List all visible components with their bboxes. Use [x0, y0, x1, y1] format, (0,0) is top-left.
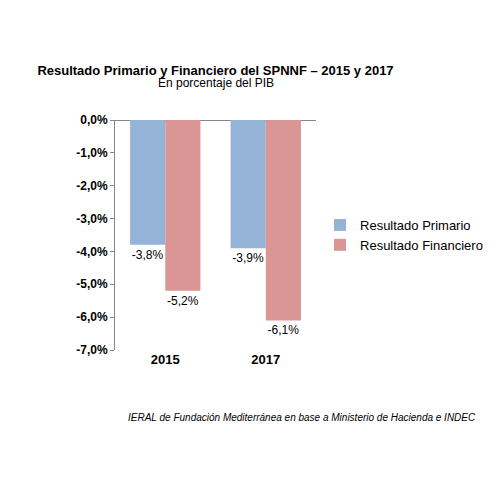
svg-text:-3,9%: -3,9%: [232, 251, 264, 265]
svg-text:-6,0%: -6,0%: [76, 310, 108, 324]
svg-text:-3,0%: -3,0%: [76, 212, 108, 226]
svg-text:2015: 2015: [151, 352, 180, 367]
svg-text:En porcentaje del PIB: En porcentaje del PIB: [158, 76, 274, 90]
svg-text:-6,1%: -6,1%: [268, 323, 300, 337]
svg-text:Resultado Primario: Resultado Primario: [360, 218, 471, 233]
svg-text:Resultado Financiero: Resultado Financiero: [360, 238, 483, 253]
svg-text:2017: 2017: [251, 352, 280, 367]
svg-text:IERAL de Fundación Mediterráne: IERAL de Fundación Mediterránea en base …: [128, 412, 476, 423]
svg-text:0,0%: 0,0%: [80, 113, 108, 127]
svg-text:-4,0%: -4,0%: [76, 245, 108, 259]
svg-text:-1,0%: -1,0%: [76, 146, 108, 160]
svg-text:Resultado Primario y Financier: Resultado Primario y Financiero del SPNN…: [37, 63, 393, 78]
svg-text:-3,8%: -3,8%: [132, 248, 164, 262]
svg-text:-7,0%: -7,0%: [76, 343, 108, 357]
svg-text:-5,0%: -5,0%: [76, 277, 108, 291]
svg-text:-5,2%: -5,2%: [167, 294, 199, 308]
svg-text:-2,0%: -2,0%: [76, 179, 108, 193]
